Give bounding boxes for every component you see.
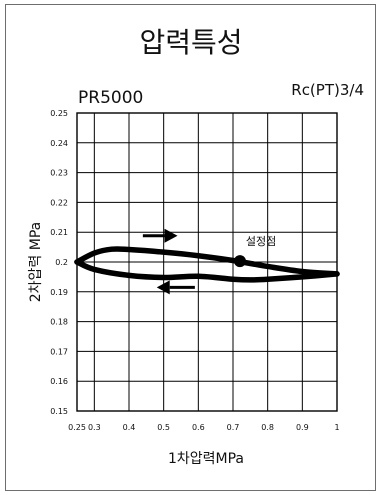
grid <box>76 112 338 412</box>
arrow-left-head <box>156 280 170 295</box>
set-point-marker <box>233 255 246 268</box>
set-point-label: 설정점 <box>246 235 276 248</box>
y-tick-label: 0.21 <box>50 228 68 237</box>
y-tick-label: 0.2 <box>55 258 68 267</box>
y-tick-labels: 0.15 0.16 0.17 0.18 0.19 0.2 0.21 0.22 0.23 0.24 0… <box>50 109 68 416</box>
x-tick-label: 0.25 <box>68 423 86 432</box>
x-tick-label: 1 <box>334 423 339 432</box>
x-tick-label: 0.9 <box>296 423 309 432</box>
y-tick-label: 0.23 <box>50 169 68 178</box>
x-tick-label: 0.5 <box>157 423 170 432</box>
x-tick-labels: 0.25 0.3 0.4 0.5 0.6 0.7 0.8 0.9 1 <box>68 423 339 432</box>
y-tick-label: 0.22 <box>50 198 68 207</box>
x-tick-label: 0.7 <box>227 423 240 432</box>
y-tick-label: 0.16 <box>50 377 68 386</box>
model-label: PR5000 <box>78 88 143 108</box>
x-tick-label: 0.4 <box>123 423 136 432</box>
pressure-curve-increasing <box>74 246 340 277</box>
plot-area: 설정점 <box>74 228 340 295</box>
y-tick-label: 0.15 <box>50 407 68 416</box>
y-tick-label: 0.24 <box>50 139 68 148</box>
chart-title: 압력특성 <box>139 26 242 59</box>
pressure-curve-decreasing <box>74 259 340 283</box>
chart-frame <box>5 4 376 491</box>
port-size-label: Rc(PT)3/4 <box>291 81 364 99</box>
x-tick-label: 0.8 <box>261 423 274 432</box>
y-tick-label: 0.18 <box>50 318 68 327</box>
y-tick-label: 0.25 <box>50 109 68 118</box>
arrow-right-head <box>164 228 178 243</box>
x-tick-label: 0.3 <box>88 423 101 432</box>
x-axis-label: 1차압력MPa <box>168 451 244 467</box>
x-tick-label: 0.6 <box>192 423 205 432</box>
y-tick-label: 0.19 <box>50 288 68 297</box>
y-tick-label: 0.17 <box>50 347 68 356</box>
y-axis-label: 2차압력 MPa <box>28 222 44 302</box>
